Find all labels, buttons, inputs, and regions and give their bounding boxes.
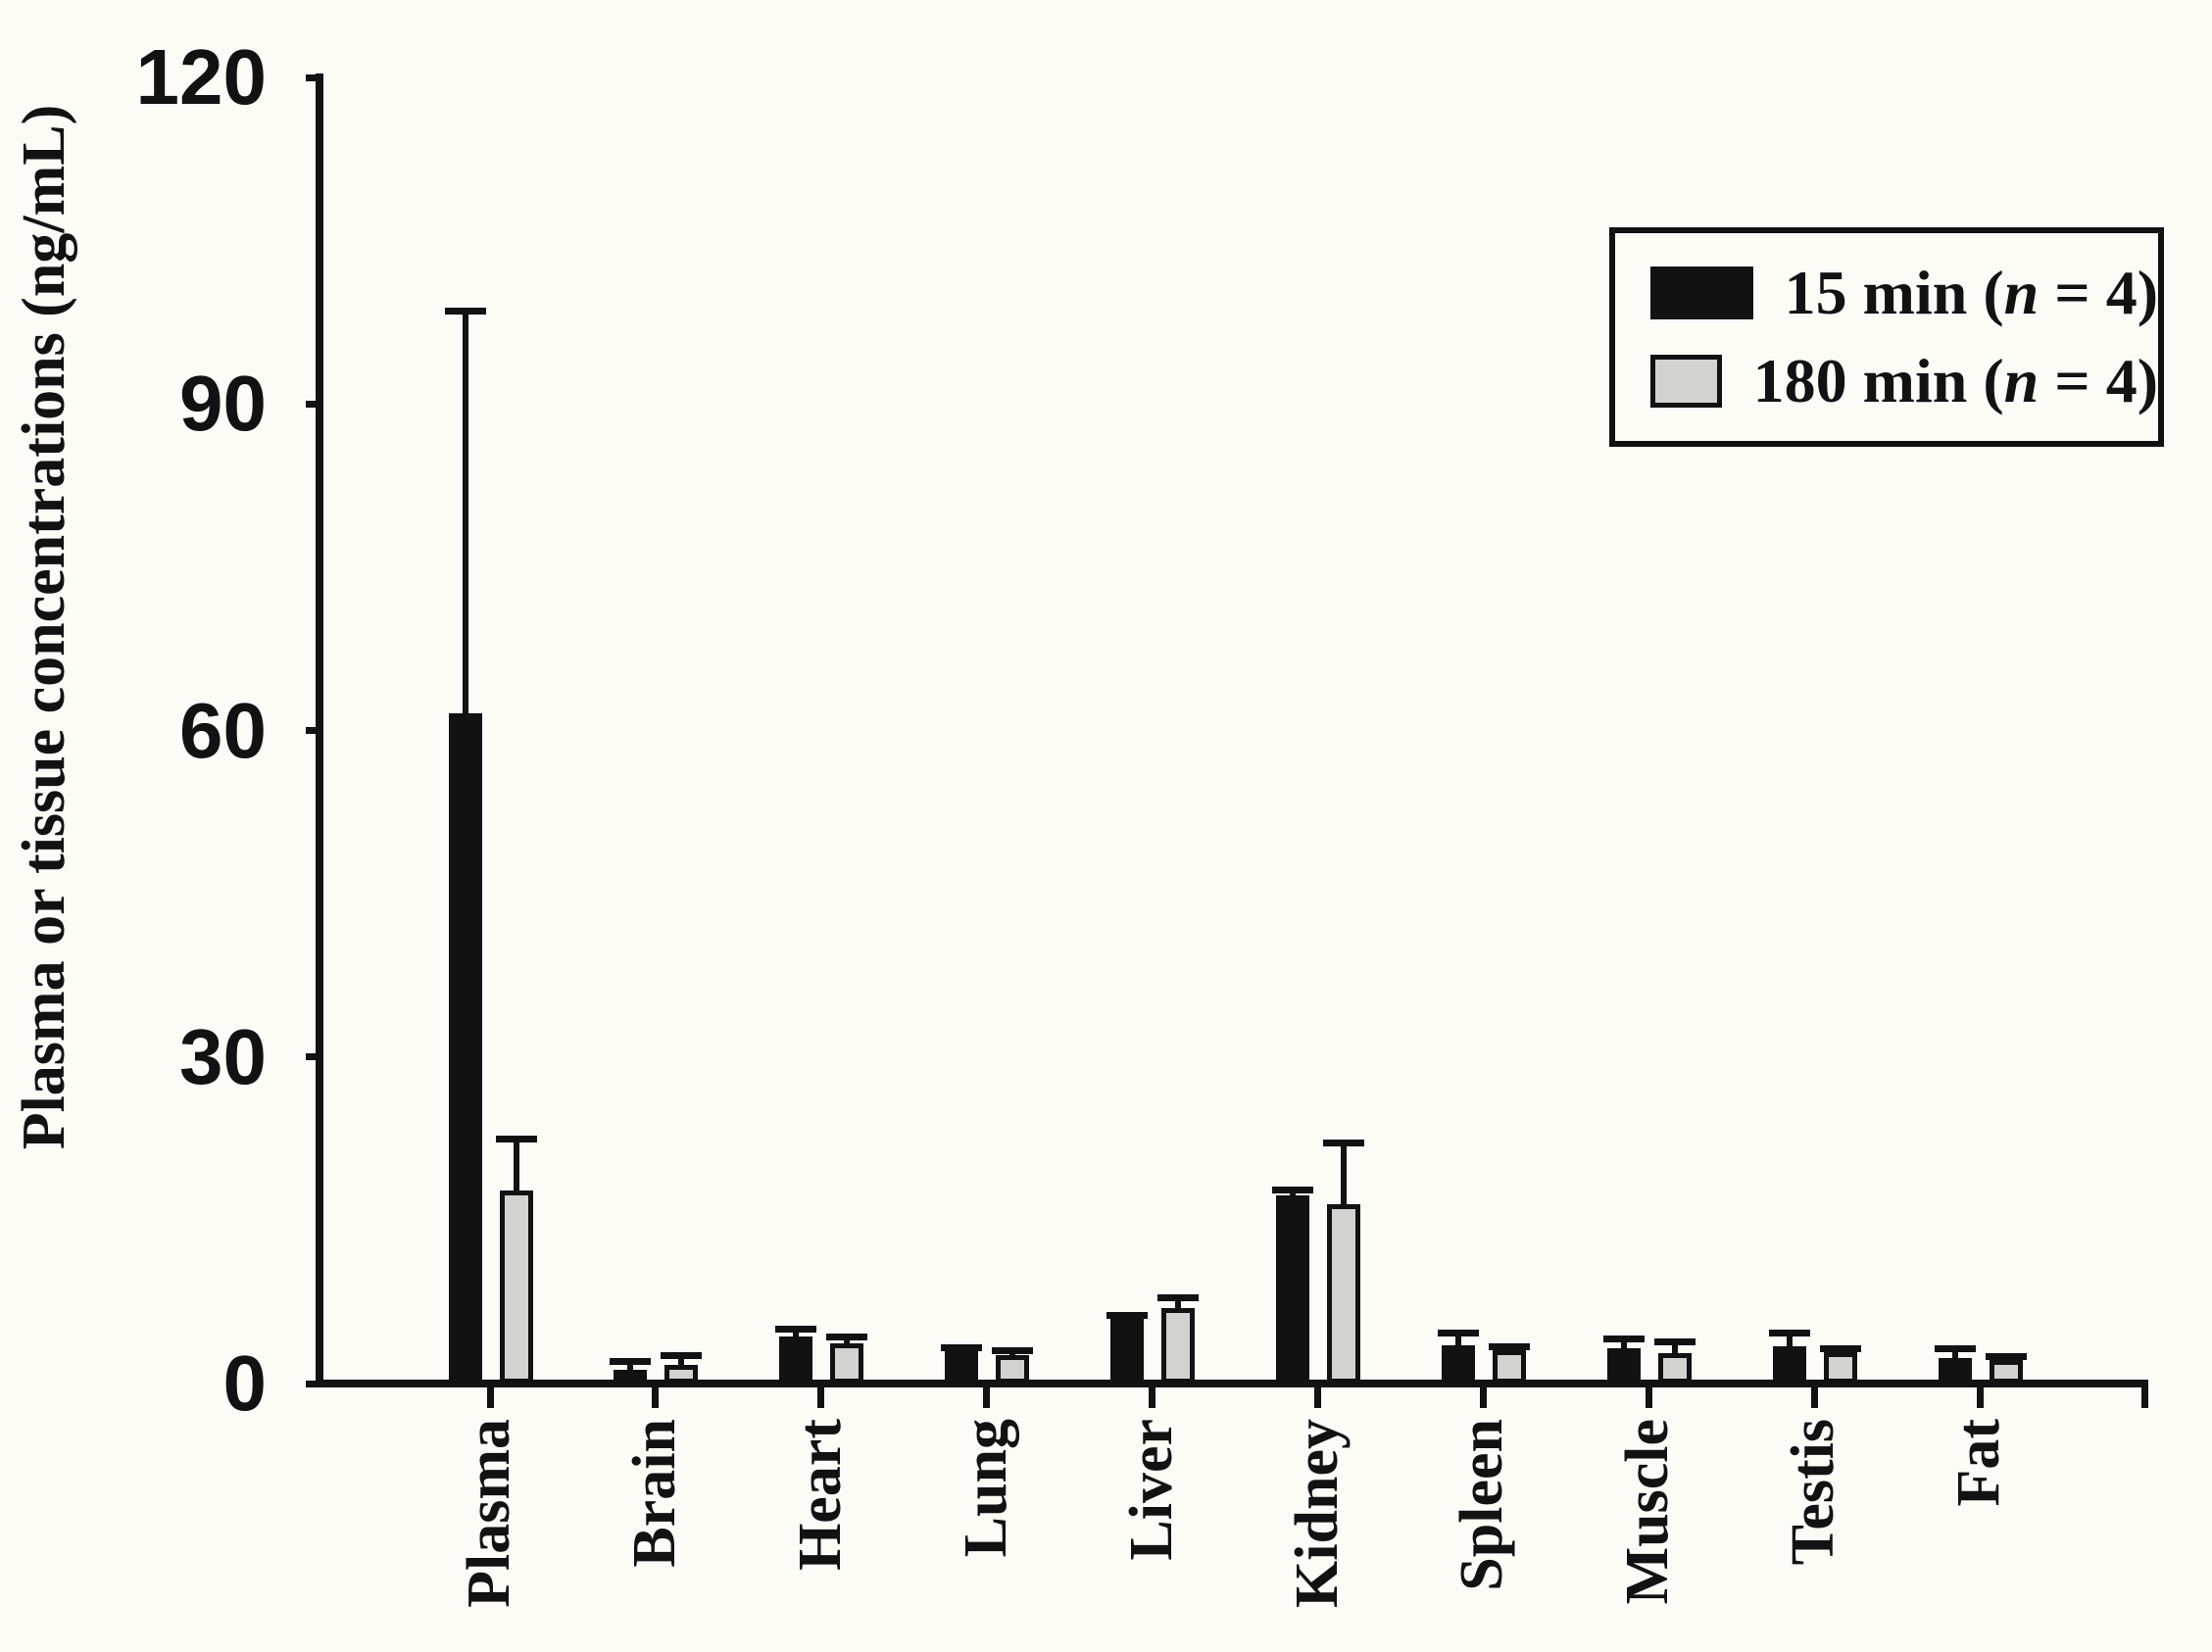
y-tick-label-120: 120 xyxy=(135,33,267,121)
error-cap-testis-180min xyxy=(1819,1344,1861,1352)
x-label-plasma: Plasma xyxy=(456,1419,522,1608)
error-stem-kidney-180min xyxy=(1341,1142,1347,1212)
x-axis-line xyxy=(316,1380,2148,1387)
bar-lung-15min xyxy=(945,1350,979,1384)
bar-muscle-15min xyxy=(1606,1348,1641,1384)
bar-testis-15min xyxy=(1772,1346,1806,1384)
error-stem-brain-180min xyxy=(678,1355,685,1374)
x-label-liver: Liver xyxy=(1117,1419,1185,1561)
x-tick-lung xyxy=(983,1384,991,1408)
bar-kidney-15min xyxy=(1276,1194,1309,1384)
error-cap-brain-15min xyxy=(610,1358,652,1366)
bar-spleen-180min xyxy=(1492,1349,1526,1384)
y-tick-label-90: 90 xyxy=(179,360,267,448)
y-tick-60 xyxy=(306,727,323,734)
y-tick-90 xyxy=(306,400,323,408)
error-cap-lung-180min xyxy=(992,1347,1034,1355)
x-label-testis: Testis xyxy=(1780,1419,1847,1566)
error-stem-fat-15min xyxy=(1951,1348,1958,1367)
legend-swatch-15min xyxy=(1650,267,1753,319)
error-cap-brain-180min xyxy=(661,1351,703,1359)
error-cap-testis-15min xyxy=(1768,1330,1810,1337)
bar-liver-15min xyxy=(1110,1318,1145,1384)
y-tick-label-0: 0 xyxy=(222,1339,268,1427)
error-cap-lung-15min xyxy=(941,1343,983,1351)
bar-kidney-180min xyxy=(1327,1203,1360,1384)
legend: 15 min (n = 4) 180 min (n = 4) xyxy=(1609,227,2164,447)
error-stem-plasma-15min xyxy=(462,311,468,721)
error-cap-plasma-180min xyxy=(495,1135,537,1142)
x-tick-spleen xyxy=(1479,1384,1487,1408)
error-cap-kidney-15min xyxy=(1272,1186,1313,1193)
error-cap-plasma-15min xyxy=(444,308,486,316)
y-tick-0 xyxy=(306,1380,323,1387)
bar-brain-180min xyxy=(664,1365,699,1384)
x-tick-testis xyxy=(1810,1384,1818,1408)
x-tick-kidney xyxy=(1314,1384,1321,1408)
legend-row-180min: 180 min (n = 4) xyxy=(1650,350,2158,413)
x-label-kidney: Kidney xyxy=(1283,1419,1351,1608)
x-axis-end-tick xyxy=(2141,1384,2148,1408)
bar-fat-15min xyxy=(1938,1358,1972,1384)
x-label-brain: Brain xyxy=(620,1419,688,1568)
y-tick-label-30: 30 xyxy=(179,1012,267,1100)
error-stem-spleen-15min xyxy=(1454,1333,1461,1354)
y-tick-120 xyxy=(306,73,323,81)
legend-swatch-180min xyxy=(1650,355,1722,408)
y-tick-30 xyxy=(306,1053,323,1061)
bar-muscle-180min xyxy=(1657,1352,1692,1384)
x-label-lung: Lung xyxy=(952,1419,1019,1558)
bar-testis-180min xyxy=(1823,1351,1857,1384)
x-tick-liver xyxy=(1149,1384,1156,1408)
x-label-heart: Heart xyxy=(786,1419,854,1571)
error-stem-testis-15min xyxy=(1786,1333,1793,1355)
bar-fat-180min xyxy=(1989,1359,2023,1384)
bar-heart-15min xyxy=(779,1336,813,1384)
legend-label-180min: 180 min (n = 4) xyxy=(1752,346,2158,415)
error-cap-spleen-15min xyxy=(1437,1330,1479,1337)
y-tick-label-60: 60 xyxy=(179,686,267,774)
bar-brain-15min xyxy=(614,1369,648,1384)
error-cap-muscle-15min xyxy=(1602,1335,1645,1342)
error-cap-heart-180min xyxy=(826,1333,868,1340)
error-stem-muscle-180min xyxy=(1671,1341,1678,1361)
x-tick-heart xyxy=(817,1384,825,1408)
x-label-muscle: Muscle xyxy=(1614,1419,1682,1605)
legend-label-15min: 15 min (n = 4) xyxy=(1784,258,2158,327)
error-cap-kidney-180min xyxy=(1323,1140,1364,1146)
bar-plasma-15min xyxy=(448,712,482,1384)
x-tick-muscle xyxy=(1645,1384,1652,1408)
bar-heart-180min xyxy=(830,1342,864,1384)
error-cap-heart-15min xyxy=(775,1325,817,1333)
error-cap-fat-180min xyxy=(1985,1352,2027,1360)
bar-plasma-180min xyxy=(499,1190,533,1384)
error-stem-plasma-180min xyxy=(513,1139,519,1199)
error-stem-muscle-15min xyxy=(1620,1338,1627,1357)
error-cap-liver-15min xyxy=(1106,1311,1149,1319)
error-cap-fat-15min xyxy=(1934,1344,1976,1352)
error-cap-spleen-180min xyxy=(1488,1342,1530,1350)
bar-lung-180min xyxy=(996,1355,1030,1384)
error-cap-liver-180min xyxy=(1157,1293,1200,1301)
x-tick-brain xyxy=(652,1384,660,1408)
x-tick-plasma xyxy=(486,1384,494,1408)
x-tick-fat xyxy=(1976,1384,1984,1408)
error-stem-liver-180min xyxy=(1175,1297,1182,1317)
x-label-fat: Fat xyxy=(1945,1419,2013,1507)
error-cap-muscle-180min xyxy=(1653,1338,1696,1346)
x-label-spleen: Spleen xyxy=(1449,1419,1516,1591)
legend-row-15min: 15 min (n = 4) xyxy=(1650,262,2158,324)
bar-spleen-15min xyxy=(1441,1345,1475,1384)
bar-liver-180min xyxy=(1161,1308,1196,1384)
